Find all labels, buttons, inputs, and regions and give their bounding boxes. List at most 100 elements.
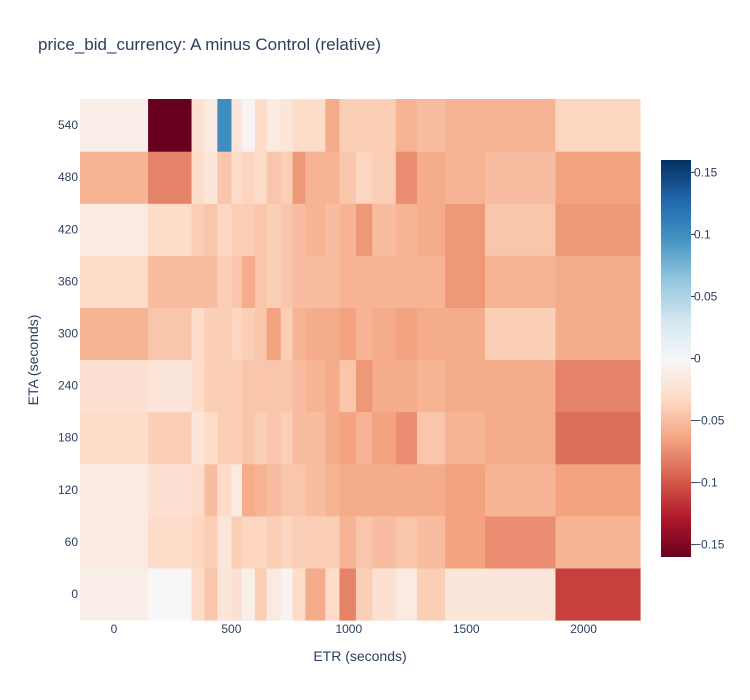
heatmap-cell <box>305 151 326 204</box>
heatmap-cell <box>148 411 193 465</box>
heatmap-cell <box>80 463 149 517</box>
heatmap-cell <box>204 463 218 517</box>
heatmap-cell <box>292 307 306 361</box>
heatmap-cell <box>148 463 193 517</box>
heatmap-cell <box>485 151 557 204</box>
heatmap-cell <box>191 359 206 413</box>
heatmap-cell <box>395 463 418 517</box>
y-tick-label: 300 <box>58 326 78 340</box>
heatmap-cell <box>339 359 357 413</box>
heatmap-cell <box>395 411 418 465</box>
heatmap-cell <box>204 359 218 413</box>
heatmap-cell <box>485 255 557 308</box>
heatmap-cell <box>325 359 341 413</box>
x-axis-ticks: 0 500 1000 1500 2000 <box>111 622 598 636</box>
heatmap-cell <box>266 411 282 465</box>
heatmap-cell <box>266 515 282 569</box>
heatmap-cell <box>485 307 557 361</box>
heatmap-cell <box>416 99 446 152</box>
y-axis-ticks: 0 60 120 180 240 300 360 420 480 540 <box>58 118 78 601</box>
heatmap-cell <box>254 255 268 308</box>
heatmap-cell <box>416 567 446 621</box>
heatmap-cell <box>445 463 486 517</box>
heatmap-cell <box>292 515 306 569</box>
heatmap-cell <box>305 359 326 413</box>
heatmap-cell <box>231 411 243 465</box>
heatmap-cell <box>80 255 149 308</box>
x-tick-label: 2000 <box>570 622 597 636</box>
heatmap-cell <box>355 463 373 517</box>
heatmap-cell <box>416 411 446 465</box>
heatmap-cell <box>555 567 641 621</box>
heatmap-cell <box>280 99 294 152</box>
heatmap-cell <box>555 515 641 569</box>
heatmap-cell <box>80 203 149 256</box>
heatmap-cell <box>445 307 486 361</box>
heatmap-cell <box>242 99 256 152</box>
heatmap-cell <box>191 99 206 152</box>
heatmap-cells <box>80 99 641 621</box>
heatmap-cell <box>339 99 357 152</box>
heatmap-cell <box>280 567 294 621</box>
heatmap-cell <box>280 515 294 569</box>
heatmap-cell <box>555 411 641 465</box>
heatmap-cell <box>80 411 149 465</box>
heatmap-cell <box>266 567 282 621</box>
heatmap-cell <box>395 307 418 361</box>
heatmap-cell <box>191 411 206 465</box>
heatmap-cell <box>445 255 486 308</box>
heatmap-cell <box>355 411 373 465</box>
heatmap-cell <box>148 567 193 621</box>
y-tick-label: 60 <box>65 535 79 549</box>
heatmap-cell <box>148 515 193 569</box>
heatmap-cell <box>280 359 294 413</box>
heatmap-cell <box>80 151 149 204</box>
y-tick-label: 420 <box>58 222 78 236</box>
heatmap-cell <box>266 99 282 152</box>
heatmap-cell <box>292 567 306 621</box>
heatmap-cell <box>191 463 206 517</box>
heatmap-cell <box>292 99 306 152</box>
heatmap-cell <box>305 99 326 152</box>
heatmap-cell <box>355 515 373 569</box>
colorbar-tick-label: −0.05 <box>694 414 725 428</box>
heatmap-cell <box>416 307 446 361</box>
heatmap-cell <box>204 151 218 204</box>
heatmap-cell <box>204 203 218 256</box>
heatmap-cell <box>242 567 256 621</box>
heatmap-cell <box>148 255 193 308</box>
heatmap-cell <box>266 359 282 413</box>
heatmap-cell <box>395 151 418 204</box>
colorbar-tick-label: 0.1 <box>694 227 711 241</box>
heatmap-cell <box>80 567 149 621</box>
heatmap-cell <box>395 515 418 569</box>
heatmap-cell <box>355 359 373 413</box>
heatmap-cell <box>395 359 418 413</box>
heatmap-cell <box>416 203 446 256</box>
heatmap-cell <box>242 203 256 256</box>
heatmap-cell <box>339 567 357 621</box>
heatmap-cell <box>305 463 326 517</box>
heatmap-cell <box>372 307 397 361</box>
heatmap-cell <box>325 307 341 361</box>
heatmap-cell <box>254 307 268 361</box>
heatmap-cell <box>191 151 206 204</box>
heatmap-cell <box>254 411 268 465</box>
heatmap-cell <box>485 359 557 413</box>
heatmap-cell <box>254 463 268 517</box>
heatmap-cell <box>242 515 256 569</box>
heatmap-cell <box>372 515 397 569</box>
heatmap-cell <box>339 203 357 256</box>
heatmap-cell <box>445 411 486 465</box>
heatmap-cell <box>242 307 256 361</box>
heatmap-cell <box>305 515 326 569</box>
heatmap-cell <box>485 567 557 621</box>
heatmap-cell <box>372 151 397 204</box>
heatmap-cell <box>355 255 373 308</box>
y-tick-label: 0 <box>71 587 78 601</box>
heatmap-cell <box>416 151 446 204</box>
chart-title: price_bid_currency: A minus Control (rel… <box>38 35 381 54</box>
heatmap-cell <box>254 99 268 152</box>
heatmap-cell <box>555 151 641 204</box>
